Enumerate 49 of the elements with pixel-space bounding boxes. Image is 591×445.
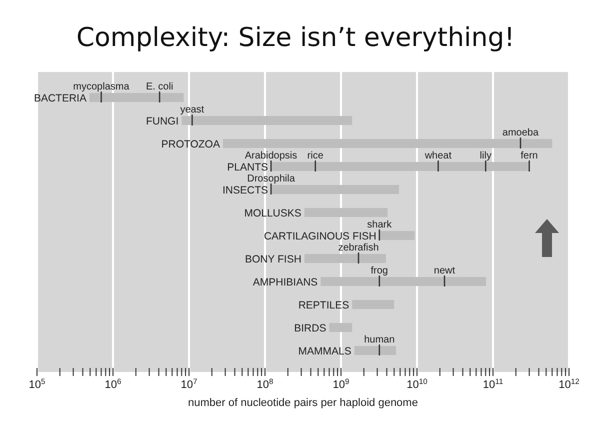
y-tick-label: INSECTS [222, 184, 268, 196]
bar [89, 93, 184, 102]
y-tick-label: REPTILES [298, 300, 350, 312]
annotation: human [364, 334, 395, 346]
y-tick-label: BIRDS [294, 322, 326, 334]
x-tick-label: 10$^{10}$ [406, 376, 428, 391]
annotation: Drosophila [247, 174, 296, 184]
y-tick-label: FUNGI [146, 116, 179, 128]
bar [222, 139, 552, 148]
annotation: E. coli [146, 82, 174, 92]
x-tick-label: 10$^{8}$ [256, 376, 274, 391]
x-tick-label: 10$^{5}$ [28, 376, 46, 391]
annotation: mycoplasma [73, 82, 130, 92]
bar [320, 277, 486, 286]
bar [271, 185, 400, 194]
x-tick-label: 10$^{7}$ [180, 376, 198, 391]
annotation: amoeba [502, 128, 539, 138]
annotation: lily [480, 150, 492, 162]
x-tick-label: 10$^{9}$ [332, 376, 350, 391]
y-tick-label: MOLLUSKS [244, 208, 302, 220]
bar [304, 208, 388, 217]
y-tick-label: BACTERIA [34, 92, 86, 104]
annotation: yeast [180, 104, 204, 116]
annotation: newt [434, 266, 456, 276]
bar [271, 162, 530, 171]
bar [304, 254, 386, 263]
y-tick-label: PLANTS [227, 162, 268, 174]
annotation: zebrafish [338, 242, 379, 254]
annotation: fern [520, 150, 538, 162]
bar [379, 231, 415, 240]
y-tick-label: AMPHIBIANS [252, 276, 318, 288]
y-tick-label: MAMMALS [298, 346, 352, 358]
y-tick-label: CARTILAGINOUS FISH [264, 230, 376, 242]
annotation: wheat [424, 150, 452, 162]
x-axis-title: number of nucleotide pairs per haploid genome [188, 397, 418, 409]
x-tick-label: 10$^{12}$ [558, 376, 580, 391]
x-tick-label: 10$^{11}$ [482, 376, 504, 391]
chart-title: Complexity: Size isn’t everything! [75, 22, 516, 55]
x-tick-label: 10$^{6}$ [104, 376, 122, 391]
annotation: Arabidopsis [244, 150, 298, 162]
y-tick-label: BONY FISH [245, 254, 302, 266]
bar [182, 116, 352, 125]
annotation: frog [370, 266, 388, 276]
annotation: rice [307, 150, 324, 162]
y-tick-label: PROTOZOA [161, 138, 220, 150]
bar [354, 346, 396, 355]
bar [352, 300, 394, 309]
bar [329, 323, 352, 332]
annotation: shark [367, 220, 393, 230]
